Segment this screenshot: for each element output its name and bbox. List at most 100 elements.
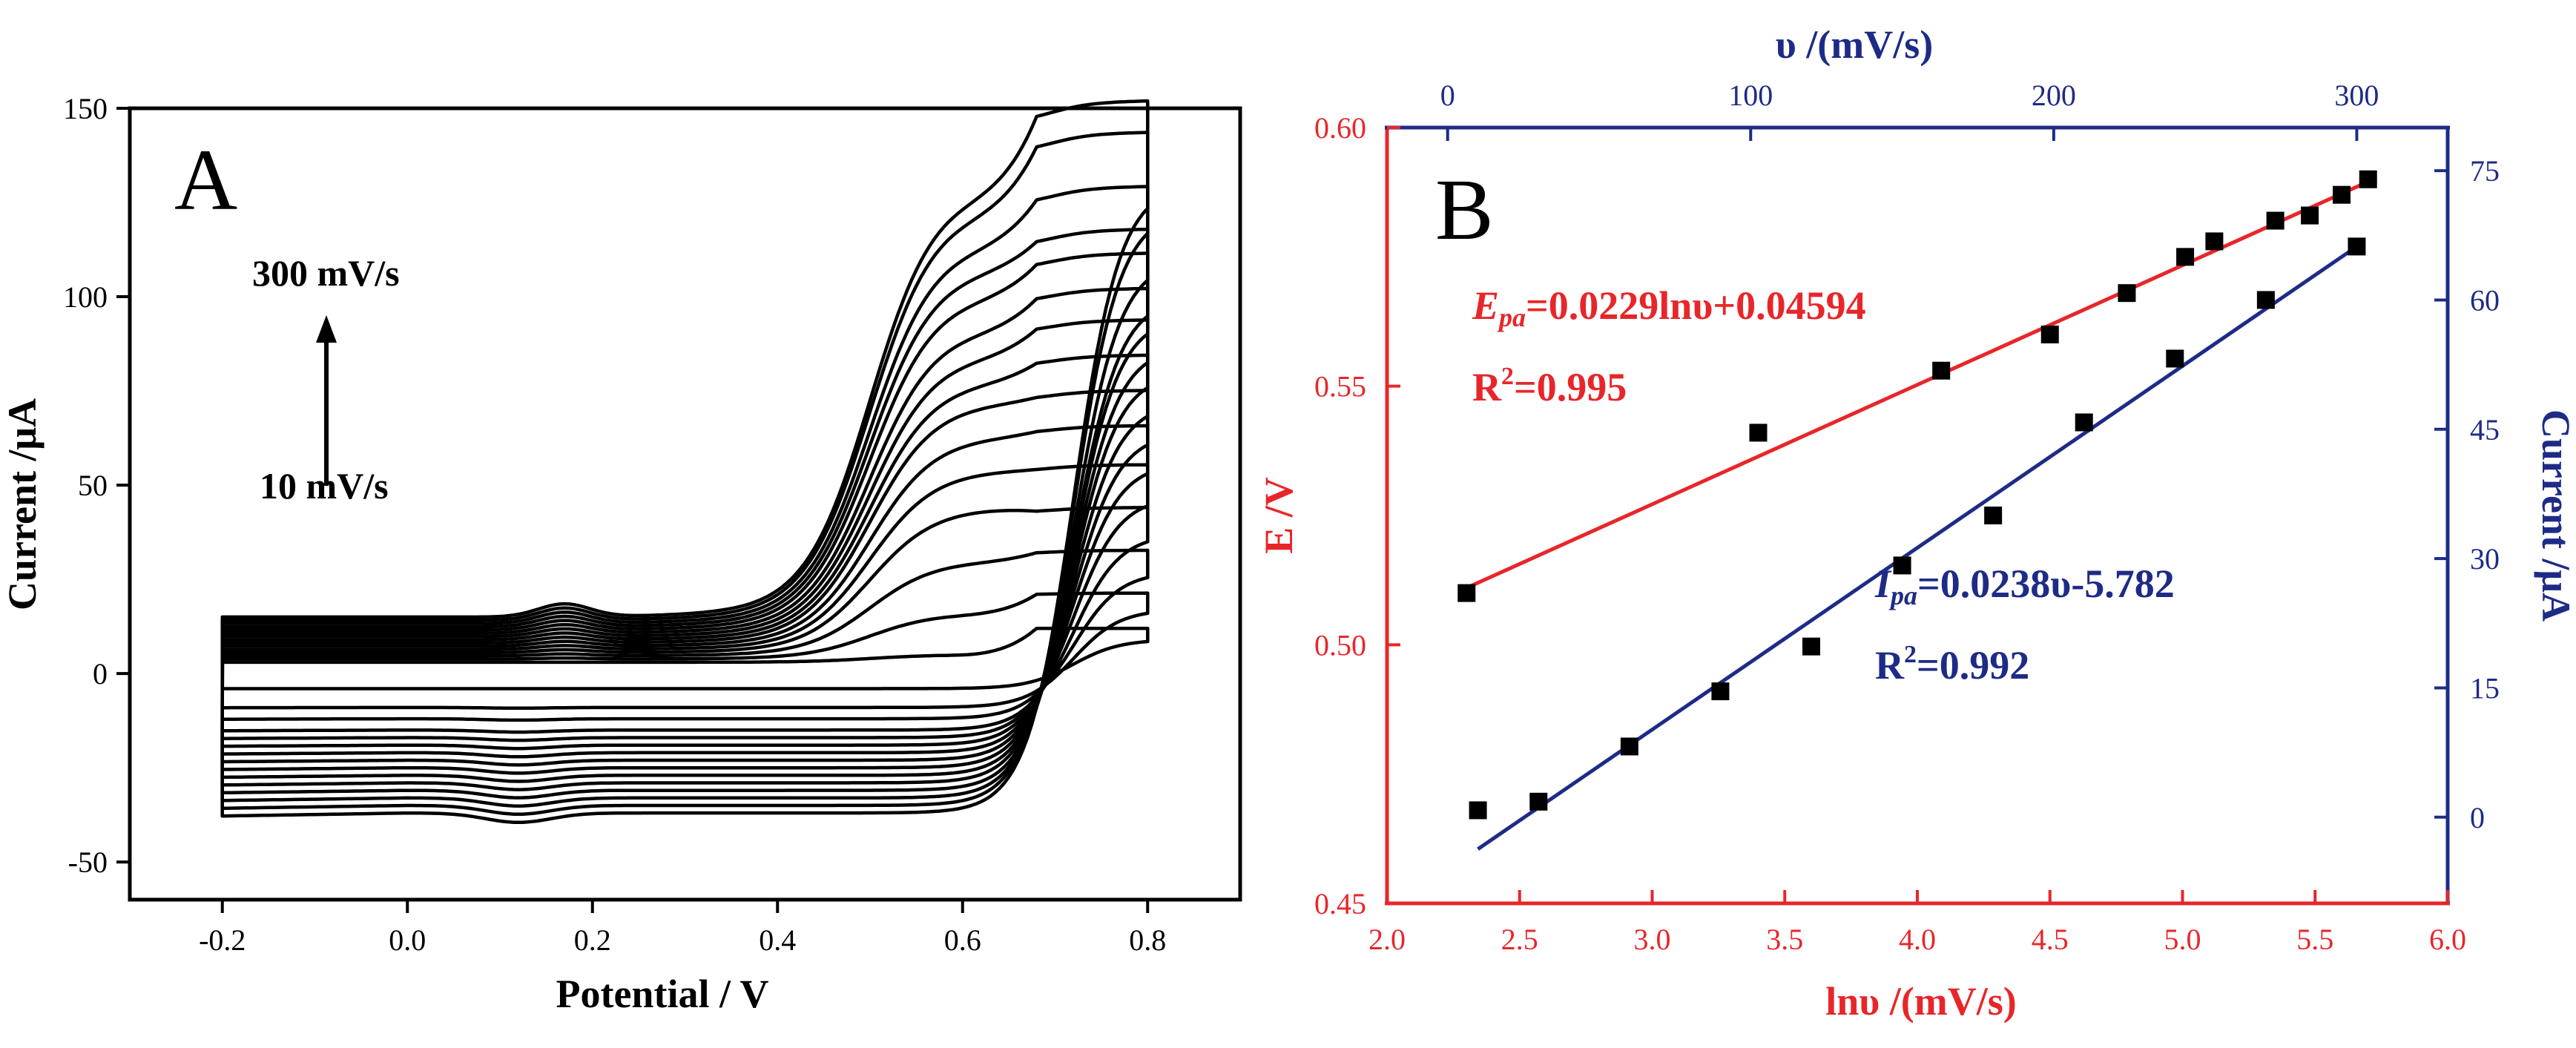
panel-b-x-axis-title: lnυ /(mV/s) [1825,979,2017,1024]
epa-data-point [1457,584,1476,602]
cv-curve [220,506,1150,734]
panel-b-x-tick-label: 2.5 [1501,923,1538,956]
epa-r-squared-value: =0.995 [1514,365,1627,409]
panel-a-x-tick-label: 0.0 [389,923,426,957]
panel-b-top-axis-title: υ /(mV/s) [1776,22,1934,67]
epa-data-point [2359,170,2377,188]
panel-b-right-tick-label: 0 [2470,801,2485,834]
panel-a-x-tick-label: -0.2 [199,923,246,957]
ipa-equation-subscript: pa [1888,581,1917,610]
cv-curve [220,626,1150,691]
ipa-data-point [2348,237,2366,256]
ipa-data-point [1620,737,1638,756]
epa-data-point [2118,284,2136,303]
ipa-data-point [2166,349,2184,368]
panel-b-y-axis-title: E /V [1256,477,1301,554]
epa-data-point [2176,248,2195,266]
ipa-equation-body: =0.0238υ-5.782 [1917,561,2175,606]
cv-curve [220,318,1150,775]
ipa-r-squared-sup: 2 [1904,641,1917,668]
panel-b-right-tick-label: 15 [2470,671,2500,705]
epa-data-point [2266,211,2285,230]
cv-curve [220,251,1150,791]
cv-curve [220,227,1150,800]
cv-curve [220,389,1150,759]
panel-b-right-axis-title: Current /μA [2534,409,2576,622]
panel-a-x-axis-title: Potential / V [556,972,769,1016]
epa-data-point [2301,206,2319,225]
ipa-r-squared-base: R [1875,643,1905,688]
panel-b-x-tick-label: 3.0 [1634,923,1671,956]
panel-b-x-tick-label: 5.5 [2296,923,2333,956]
panel-b-bottom-ticks: 2.0 2.5 3.0 3.5 4.0 4.5 5.0 5.5 6.0 [1368,890,2466,956]
ipa-r-squared-value: =0.992 [1917,643,2029,688]
cv-curve [220,131,1150,817]
epa-r-squared: R2=0.995 [1472,363,1627,409]
panel-a-y-axis-title: Current /μA [0,398,45,610]
epa-equation: Epa=0.0229lnυ+0.04594 [1472,283,1866,332]
panel-b-right-tick-label: 30 [2470,542,2500,576]
panel-b-label: B [1435,161,1494,258]
panel-b-right-ticks: 0 15 30 45 60 75 [2434,154,2500,834]
panel-b-top-tick-label: 0 [1440,79,1455,112]
panel-b-right-tick-label: 75 [2470,154,2500,188]
panel-a-x-ticks: -0.2 0.0 0.2 0.4 0.6 0.8 [199,900,1166,957]
panel-b-right-tick-label: 60 [2470,283,2500,317]
panel-a-y-ticks: -50 0 50 100 150 [63,92,130,879]
epa-data-point [2040,325,2059,343]
cv-curve [220,591,1150,711]
epa-equation-symbol: E [1472,283,1499,328]
scan-rate-top-label: 300 mV/s [252,252,400,294]
cv-curve [220,463,1150,742]
epa-data-point [1749,424,1768,442]
epa-data-point [2333,185,2351,204]
cv-curve [220,424,1150,751]
scan-rate-bottom-label: 10 mV/s [260,465,389,507]
panel-b-x-tick-label: 5.0 [2164,923,2201,956]
panel-b-top-tick-label: 100 [1728,79,1773,112]
ipa-equation-symbol: I [1874,561,1892,606]
epa-equation-body: =0.0229lnυ+0.04594 [1526,283,1866,328]
ipa-data-point [1893,556,1911,575]
ipa-equation: Ipa=0.0238υ-5.782 [1874,561,2175,610]
ipa-r-squared: R2=0.992 [1875,641,2029,688]
panel-b-y-tick-label: 0.45 [1314,887,1366,920]
panel-b-x-tick-label: 4.5 [2032,923,2069,956]
panel-b-series [1457,170,2377,851]
panel-b-y-tick-label: 0.60 [1314,111,1366,145]
panel-a-x-tick-label: 0.4 [759,923,796,957]
panel-a-y-tick-label: 150 [63,92,108,125]
ipa-data-point [1529,792,1548,811]
panel-b-x-tick-label: 2.0 [1368,923,1406,956]
cv-curve [220,548,1150,722]
panel-b: 2.0 2.5 3.0 3.5 4.0 4.5 5.0 5.5 6.0 0.45 0.50 0.55… [1256,22,2576,1024]
panel-a-x-tick-label: 0.8 [1129,923,1166,957]
cv-curves [220,99,1150,825]
epa-r-squared-base: R [1472,365,1502,409]
panel-a-y-tick-label: 0 [93,657,108,691]
panel-b-right-tick-label: 45 [2470,413,2500,446]
cv-curve [220,286,1150,783]
ipa-data-point [1984,507,2003,524]
panel-b-top-tick-label: 300 [2334,79,2379,112]
panel-b-x-tick-label: 6.0 [2429,923,2466,956]
ipa-data-point [2256,291,2275,309]
panel-b-top-tick-label: 200 [2032,79,2076,112]
ipa-data-point [1469,801,1487,820]
panel-b-x-tick-label: 4.0 [1899,923,1936,956]
panel-a-y-tick-label: 100 [63,280,108,314]
cv-curve [220,99,1150,825]
panel-b-y-tick-label: 0.50 [1314,628,1366,662]
panel-a-x-tick-label: 0.6 [944,923,981,957]
panel-b-top-ticks: 0 100 200 300 [1440,79,2379,141]
panel-a-frame [128,106,1242,902]
panel-b-x-tick-label: 3.5 [1766,923,1803,956]
scan-rate-arrow-head [316,315,337,343]
epa-data-point [1932,361,1951,380]
panel-b-left-ticks: 0.45 0.50 0.55 0.60 [1314,111,1400,920]
epa-data-point [2205,232,2224,251]
panel-a-y-tick-label: -50 [68,846,108,879]
ipa-fit-line [1477,245,2358,851]
